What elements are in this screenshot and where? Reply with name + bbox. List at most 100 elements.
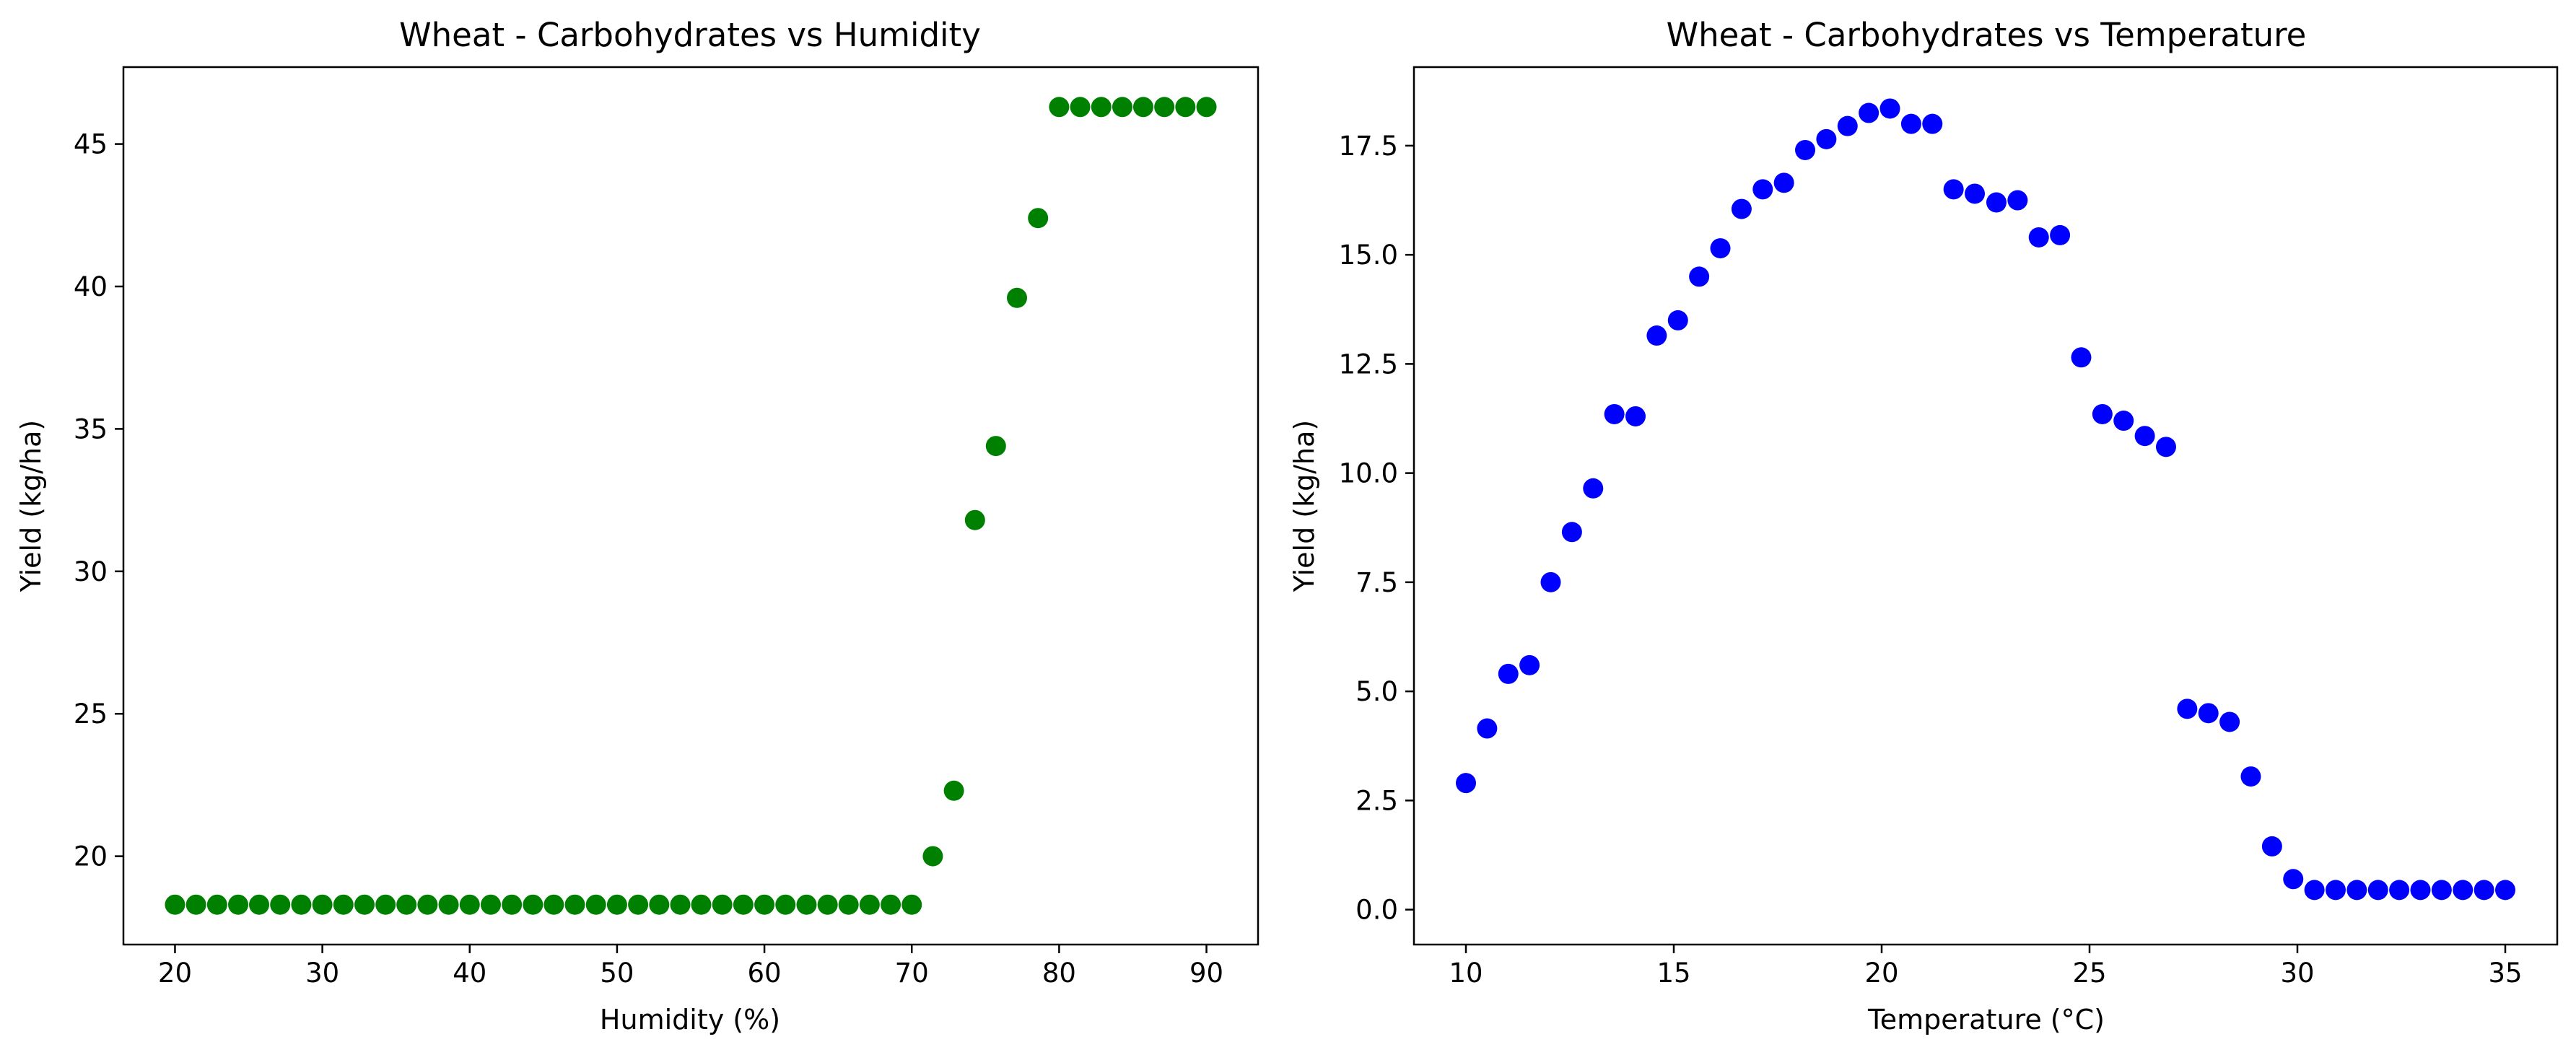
data-point: [922, 846, 943, 867]
data-point: [1943, 179, 1964, 200]
x-tick-label: 30: [305, 958, 339, 989]
y-axis-label: Yield (kg/ha): [15, 420, 47, 593]
data-point: [585, 894, 606, 915]
data-point: [964, 509, 985, 530]
data-point: [1132, 97, 1153, 118]
data-point: [1667, 310, 1688, 330]
y-tick-label: 17.5: [1339, 131, 1398, 162]
data-point: [2431, 880, 2452, 901]
data-point: [1456, 773, 1476, 794]
data-point: [2474, 880, 2494, 901]
data-point: [2177, 698, 2198, 719]
data-point: [796, 894, 817, 915]
data-point: [206, 894, 227, 915]
data-point: [228, 894, 249, 915]
data-point: [2240, 766, 2261, 787]
data-point: [1752, 179, 1773, 200]
data-point: [1175, 97, 1196, 118]
data-point: [2367, 880, 2388, 901]
y-tick-label: 7.5: [1355, 567, 1398, 598]
x-tick-label: 30: [2280, 958, 2314, 989]
y-tick-label: 45: [74, 129, 108, 160]
data-point: [249, 894, 270, 915]
x-tick-label: 70: [895, 958, 929, 989]
data-point: [2134, 426, 2155, 447]
data-point: [1049, 97, 1070, 118]
data-point: [1540, 571, 1561, 592]
data-point: [881, 894, 901, 915]
x-tick-label: 20: [1864, 958, 1898, 989]
x-tick-label: 50: [600, 958, 634, 989]
data-points: [1456, 98, 2515, 901]
data-point: [396, 894, 417, 915]
y-tick-label: 2.5: [1355, 785, 1398, 816]
data-point: [1196, 97, 1217, 118]
data-point: [2261, 836, 2282, 857]
data-point: [1477, 718, 1498, 739]
data-point: [2304, 880, 2325, 901]
data-point: [2007, 190, 2028, 211]
data-point: [1900, 113, 1921, 134]
data-point: [438, 894, 459, 915]
y-tick-label: 15.0: [1339, 240, 1398, 271]
data-point: [1795, 139, 1816, 160]
x-tick-label: 10: [1449, 958, 1483, 989]
data-point: [1070, 97, 1091, 118]
data-point: [523, 894, 543, 915]
x-tick-label: 25: [2072, 958, 2106, 989]
data-point: [754, 894, 775, 915]
x-tick-label: 80: [1042, 958, 1076, 989]
data-point: [1922, 113, 1943, 134]
x-tick-label: 15: [1656, 958, 1690, 989]
y-tick-label: 35: [74, 413, 108, 444]
x-axis-label: Humidity (%): [600, 1004, 780, 1035]
y-tick-label: 12.5: [1339, 349, 1398, 380]
x-axis: 20 30 40 50 60 70 80 90: [158, 945, 1223, 989]
data-point: [1816, 128, 1837, 149]
data-point: [2092, 403, 2113, 424]
data-point: [606, 894, 627, 915]
data-point: [1519, 654, 1540, 675]
data-point: [817, 894, 838, 915]
plot-area-frame: [1413, 66, 2559, 946]
data-point: [1689, 266, 1710, 287]
data-point: [2198, 703, 2219, 724]
x-tick-label: 60: [748, 958, 782, 989]
x-tick-label: 20: [158, 958, 192, 989]
data-point: [480, 894, 501, 915]
chart-title: Wheat - Carbohydrates vs Humidity: [399, 16, 981, 54]
y-axis: 0.0 2.5 5.0 7.5 10.0 12.5 15.0 17.5: [1339, 131, 1414, 926]
data-point: [838, 894, 859, 915]
y-tick-label: 0.0: [1355, 895, 1398, 926]
data-point: [459, 894, 480, 915]
x-axis-label: Temperature (°C): [1867, 1004, 2105, 1035]
data-point: [354, 894, 375, 915]
data-point: [1646, 325, 1667, 346]
x-tick-label: 40: [453, 958, 486, 989]
data-point: [2495, 880, 2515, 901]
data-point: [2389, 880, 2410, 901]
data-point: [417, 894, 438, 915]
x-axis: 10 15 20 25 30 35: [1449, 945, 2523, 989]
data-point: [1986, 192, 2007, 213]
humidity-scatter-panel: Wheat - Carbohydrates vs Humidity 20 30 40…: [15, 16, 1259, 1035]
data-point: [2453, 880, 2474, 901]
y-tick-label: 20: [74, 841, 108, 872]
data-point: [1731, 198, 1752, 219]
data-point: [1583, 478, 1604, 499]
data-point: [1154, 97, 1175, 118]
data-point: [670, 894, 691, 915]
data-point: [375, 894, 396, 915]
data-point: [185, 894, 206, 915]
data-point: [733, 894, 754, 915]
y-tick-label: 30: [74, 556, 108, 587]
data-points: [165, 97, 1217, 915]
plot-area-frame: [122, 66, 1259, 946]
data-point: [1498, 663, 1519, 684]
data-point: [859, 894, 880, 915]
y-axis: 20 25 30 35 40 45: [74, 129, 123, 872]
data-point: [2410, 880, 2431, 901]
data-point: [564, 894, 585, 915]
data-point: [1625, 406, 1646, 426]
